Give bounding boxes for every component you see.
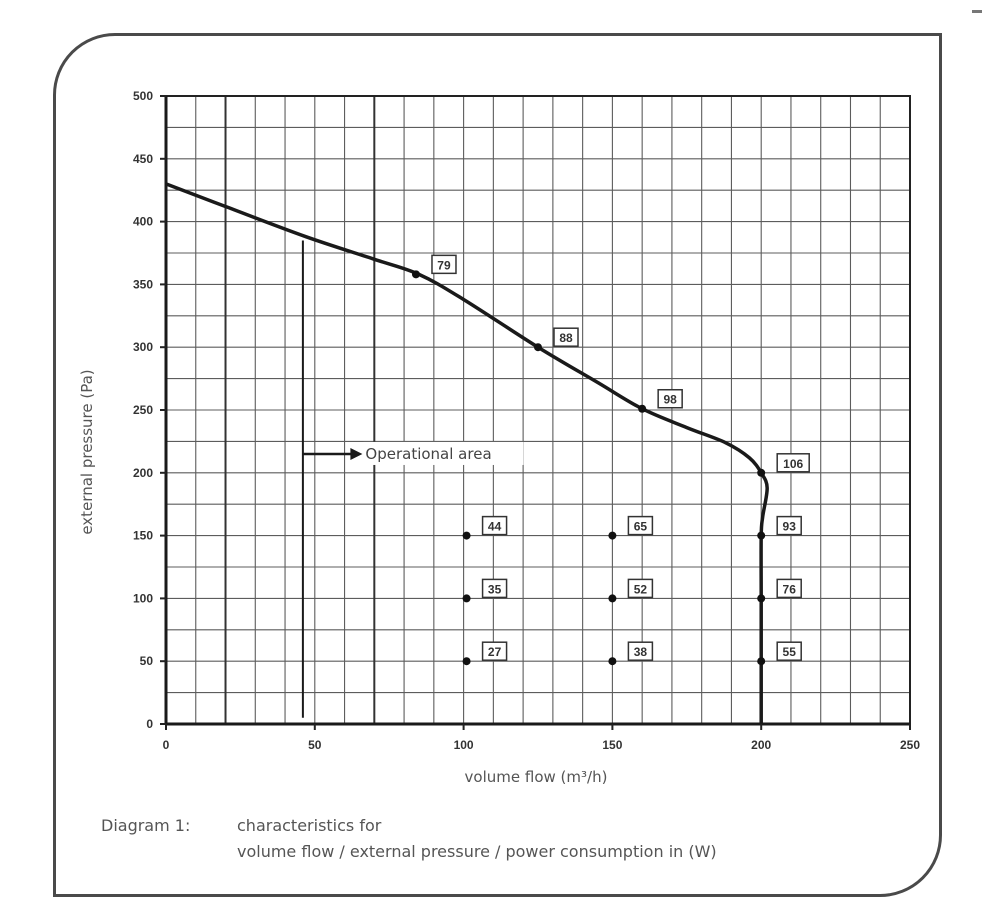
data-point [608, 531, 617, 540]
y-tick-label: 150 [133, 529, 153, 543]
chart-axes: 0 50 100 150 200 250 0 50 100 150 200 250 300 350 400 4… [133, 89, 920, 752]
caption-label: Diagram 1: [101, 816, 191, 835]
data-point [411, 270, 420, 279]
y-tick-label: 400 [133, 215, 153, 229]
operational-area-label: Operational area [365, 445, 491, 463]
x-tick-label: 50 [308, 738, 322, 752]
caption-line-1: characteristics for [237, 816, 382, 835]
data-label-box [553, 327, 579, 347]
arrow-head [350, 447, 363, 460]
data-label: 52 [634, 582, 648, 596]
data-label: 55 [783, 645, 797, 659]
x-tick-label: 100 [454, 738, 474, 752]
data-label: 98 [663, 393, 677, 407]
x-tick-label: 250 [900, 738, 920, 752]
y-tick-label: 500 [133, 89, 153, 103]
y-axis-label: external pressure (Pa) [78, 369, 96, 534]
data-label: 93 [783, 520, 797, 534]
data-label: 88 [559, 331, 573, 345]
x-tick-label: 0 [163, 738, 170, 752]
corner-mark [972, 10, 982, 13]
y-tick-label: 300 [133, 340, 153, 354]
data-label-box [776, 641, 802, 661]
data-point [757, 468, 766, 477]
data-point [638, 404, 647, 413]
y-tick-label: 0 [146, 717, 153, 731]
data-label: 27 [488, 645, 502, 659]
data-label-box [481, 578, 508, 599]
y-tick-label: 250 [133, 403, 153, 417]
x-tick-label: 200 [751, 738, 771, 752]
data-label-box [627, 578, 654, 599]
data-label: 76 [783, 582, 797, 596]
data-label-box [776, 515, 802, 536]
chart-grid [166, 96, 910, 724]
data-label: 35 [488, 582, 502, 596]
data-point [757, 657, 766, 666]
data-point [757, 531, 766, 540]
data-label-box [481, 515, 508, 536]
data-label: 44 [488, 520, 502, 534]
data-label: 38 [634, 645, 648, 659]
data-points: 79 88 98 106 93 76 55 44 35 27 65 52 38 [411, 254, 810, 666]
data-label-box [776, 453, 810, 473]
data-label: 79 [437, 258, 451, 272]
data-point [608, 657, 617, 666]
data-point [608, 594, 617, 603]
y-tick-label: 450 [133, 152, 153, 166]
y-tick-label: 350 [133, 277, 153, 291]
y-tick-label: 100 [133, 591, 153, 605]
data-point [462, 657, 471, 666]
data-label-box [431, 254, 457, 275]
data-label: 65 [634, 520, 648, 534]
data-point [462, 531, 471, 540]
data-label-box [627, 515, 654, 536]
x-axis-label: volume flow (m³/h) [465, 768, 608, 786]
data-label-box [481, 641, 508, 661]
x-tick-label: 150 [602, 738, 622, 752]
data-point [757, 594, 766, 603]
y-tick-label: 50 [140, 654, 154, 668]
data-point [534, 343, 542, 352]
y-tick-label: 200 [133, 466, 153, 480]
data-label: 106 [783, 457, 803, 471]
operational-area-annotation: Operational area [301, 240, 524, 718]
data-label-box [627, 641, 654, 661]
caption-line-2: volume flow / external pressure / power … [237, 842, 717, 861]
annotation-background [363, 441, 524, 465]
data-label-box [776, 578, 802, 599]
data-label-box [657, 388, 683, 409]
data-point [462, 594, 471, 603]
